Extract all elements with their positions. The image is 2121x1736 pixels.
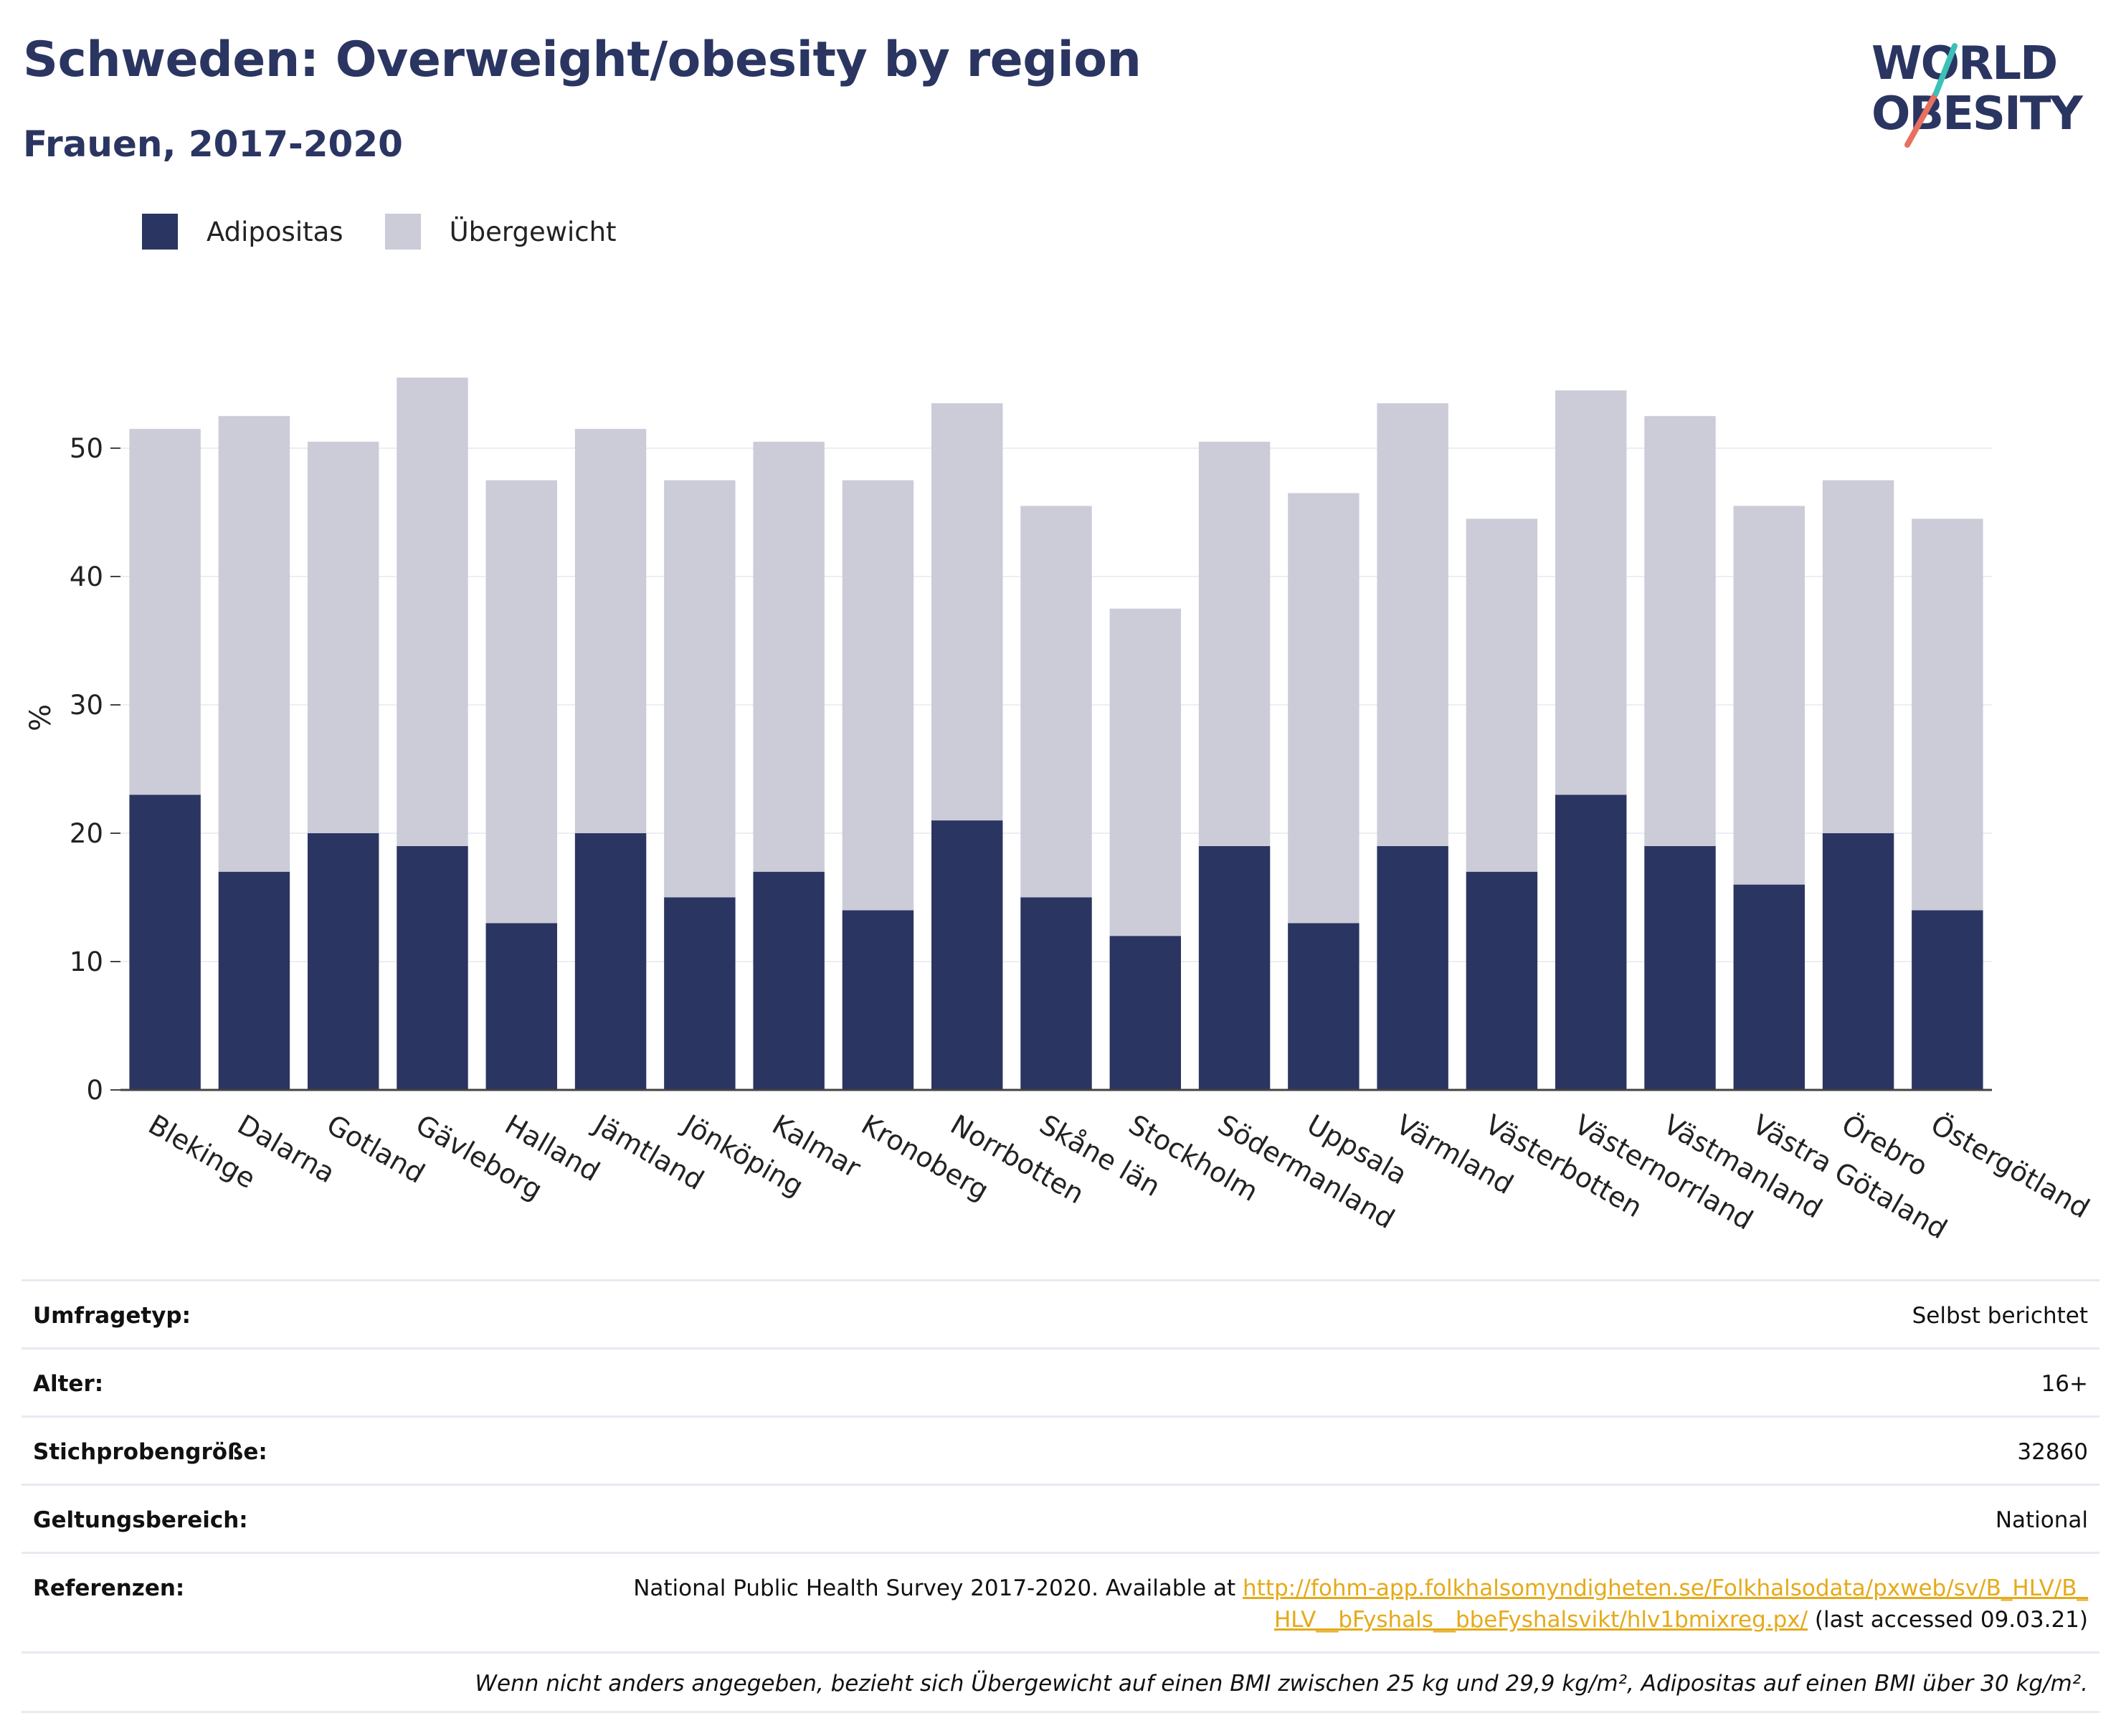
bar-obesity-8 [842, 910, 914, 1090]
bar-obesity-6 [664, 897, 736, 1090]
stacked-bar-chart: 01020304050%BlekingeDalarnaGotlandGävleb… [24, 377, 2094, 1246]
world-obesity-logo: WORLD OBESITY [1871, 37, 2084, 148]
references-accessed: (last accessed 09.03.21) [1808, 1607, 2088, 1633]
info-row-sample-size: Stichprobengröße: 32860 [22, 1415, 2099, 1484]
references-value: National Public Health Survey 2017-2020.… [618, 1573, 2088, 1636]
reference-link[interactable]: http://fohm-app.folkhalsomyndigheten.se/… [1243, 1575, 2088, 1633]
age-value: 16+ [2041, 1371, 2088, 1397]
legend-label-overweight: Übergewicht [449, 216, 617, 247]
bar-overweight-3 [397, 377, 468, 846]
info-row-survey-type: Umfragetyp: Selbst berichtet [22, 1279, 2099, 1347]
bar-overweight-20 [1912, 518, 1983, 911]
bar-overweight-6 [664, 480, 736, 898]
bar-obesity-20 [1912, 910, 1983, 1090]
info-table: Umfragetyp: Selbst berichtet Alter: 16+ … [22, 1279, 2099, 1713]
bar-obesity-11 [1109, 936, 1181, 1090]
bar-obesity-15 [1466, 871, 1538, 1090]
bar-obesity-7 [753, 871, 825, 1090]
references-label: Referenzen: [33, 1575, 185, 1601]
y-tick-label-30: 30 [70, 690, 103, 721]
bar-obesity-14 [1377, 845, 1448, 1090]
bar-obesity-4 [485, 923, 557, 1090]
bar-obesity-0 [129, 795, 201, 1090]
bar-obesity-2 [308, 833, 379, 1090]
info-row-references: Referenzen: National Public Health Surve… [22, 1552, 2099, 1651]
sample-size-label: Stichprobengröße: [33, 1439, 267, 1465]
info-row-age: Alter: 16+ [22, 1347, 2099, 1415]
bar-obesity-18 [1733, 884, 1805, 1090]
bar-overweight-4 [485, 480, 557, 924]
bar-overweight-1 [218, 416, 290, 872]
bar-overweight-10 [1020, 506, 1092, 898]
bar-overweight-15 [1466, 518, 1538, 872]
legend-swatch-overweight [384, 214, 421, 250]
legend-swatch-obesity [142, 214, 178, 250]
sample-size-value: 32860 [2017, 1439, 2088, 1465]
bar-overweight-5 [574, 429, 647, 833]
scope-label: Geltungsbereich: [33, 1507, 248, 1533]
page-subtitle: Frauen, 2017-2020 [23, 123, 403, 165]
bar-overweight-17 [1644, 416, 1716, 846]
chart-legend: Adipositas Übergewicht [142, 214, 658, 250]
x-tick-label-2: Gotland [321, 1109, 430, 1190]
bar-overweight-8 [842, 480, 914, 911]
bar-obesity-13 [1288, 923, 1360, 1090]
y-tick-label-0: 0 [86, 1075, 103, 1106]
page-title: Schweden: Overweight/obesity by region [23, 32, 1142, 88]
bar-obesity-12 [1198, 845, 1271, 1090]
legend-item-obesity[interactable]: Adipositas [142, 214, 343, 250]
info-row-scope: Geltungsbereich: National [22, 1484, 2099, 1552]
svg-text:OBESITY: OBESITY [1871, 87, 2083, 141]
bar-overweight-9 [931, 403, 1003, 821]
legend-label-obesity: Adipositas [207, 216, 343, 247]
y-tick-label-20: 20 [70, 818, 103, 849]
bar-obesity-3 [397, 845, 468, 1090]
bar-obesity-17 [1644, 845, 1716, 1090]
bar-overweight-7 [753, 442, 825, 872]
bar-obesity-1 [218, 871, 290, 1090]
bar-obesity-10 [1020, 897, 1092, 1090]
bar-overweight-19 [1822, 480, 1894, 833]
bar-obesity-16 [1555, 795, 1627, 1090]
bar-obesity-9 [931, 820, 1003, 1090]
bar-overweight-13 [1288, 493, 1360, 924]
legend-item-overweight[interactable]: Übergewicht [384, 214, 617, 250]
scope-value: National [1995, 1507, 2088, 1533]
references-text: National Public Health Survey 2017-2020.… [633, 1575, 1243, 1601]
bar-obesity-5 [574, 833, 647, 1090]
bar-overweight-12 [1198, 442, 1271, 846]
y-axis-title: % [24, 704, 57, 731]
x-tick-label-20: Östergötland [1925, 1109, 2094, 1225]
bar-overweight-14 [1377, 403, 1448, 846]
svg-text:WORLD: WORLD [1871, 37, 2056, 90]
bar-obesity-19 [1822, 833, 1894, 1090]
bar-overweight-18 [1733, 506, 1805, 885]
definition-note: Wenn nicht anders angegeben, bezieht sic… [22, 1651, 2099, 1713]
survey-type-label: Umfragetyp: [33, 1303, 191, 1329]
y-tick-label-50: 50 [70, 433, 103, 464]
bar-overweight-16 [1555, 390, 1627, 795]
y-tick-label-40: 40 [70, 561, 103, 592]
bar-overweight-2 [308, 442, 379, 833]
bar-overweight-0 [129, 429, 201, 795]
bar-overweight-11 [1109, 608, 1181, 936]
y-tick-label-10: 10 [70, 947, 103, 977]
survey-type-value: Selbst berichtet [1912, 1303, 2088, 1329]
age-label: Alter: [33, 1371, 104, 1397]
